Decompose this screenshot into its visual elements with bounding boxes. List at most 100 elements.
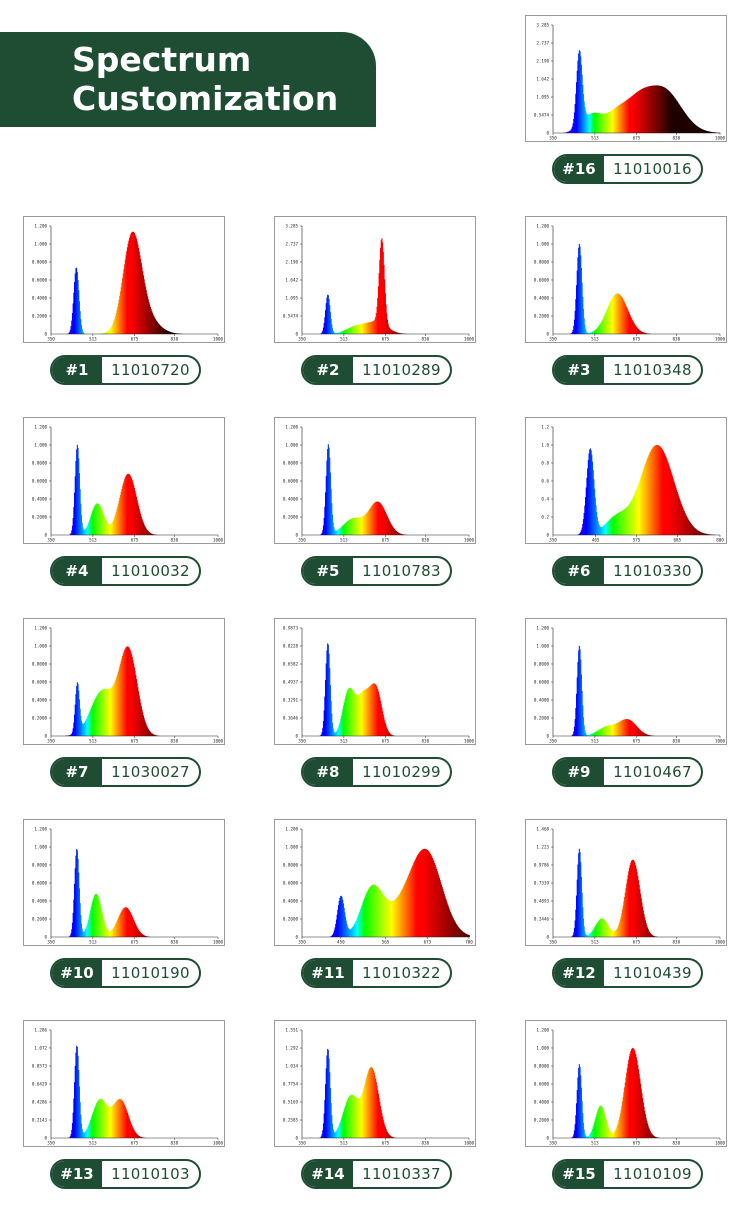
y-tick-label: 1.000: [34, 845, 47, 850]
spectrum-band: [330, 1103, 332, 1138]
spectrum-band: [638, 482, 640, 535]
spectrum-band: [108, 1106, 110, 1138]
spectrum-band: [334, 732, 336, 736]
spectrum-band: [100, 690, 102, 736]
spectrum-band: [585, 112, 587, 133]
spectrum-band: [619, 1116, 621, 1138]
spectrum-band: [341, 331, 343, 334]
spectrum-band: [626, 306, 628, 334]
spectrum-band: [163, 328, 165, 334]
spectrum-band: [99, 505, 101, 535]
spectrum-chart: 0.2000 0.4000 0.6000 0.8000 1.000 1.200 0 350 51…: [23, 618, 225, 745]
spectrum-band: [608, 111, 610, 133]
spectrum-band: [642, 88, 644, 133]
spectrum-band: [665, 88, 667, 133]
spectrum-band: [417, 854, 419, 937]
spectrum-band: [129, 235, 131, 334]
spectrum-band: [103, 1101, 106, 1138]
spectrum-band: [85, 929, 87, 937]
spectrum-band: [455, 923, 457, 937]
spectrum-band: [343, 907, 345, 937]
spectrum-band: [135, 925, 138, 937]
spectrum-band: [633, 722, 635, 736]
spectrum-band: [570, 129, 572, 133]
spectrum-band: [339, 528, 341, 535]
spectrum-band: [611, 110, 613, 133]
spectrum-band: [77, 1055, 79, 1138]
spectrum-band: [651, 1134, 653, 1138]
spectrum-band: [586, 114, 588, 133]
spectrum-band: [366, 513, 368, 535]
spectrum-band: [390, 901, 392, 937]
spectrum-band: [148, 302, 150, 334]
spectrum-band: [597, 113, 599, 133]
spectrum-band: [694, 527, 696, 535]
spectrum-band: [669, 91, 671, 133]
spectrum-band: [391, 1136, 393, 1138]
spectrum-band: [117, 918, 119, 937]
y-tick-label: 0.8228: [283, 643, 299, 648]
spectrum-id-badge: #7 11030027: [50, 757, 201, 787]
spectrum-band: [130, 476, 132, 535]
spectrum-band: [142, 520, 144, 535]
spectrum-band: [96, 894, 98, 937]
spectrum-band: [625, 719, 627, 736]
spectrum-band: [393, 1137, 395, 1138]
spectrum-band: [709, 131, 711, 133]
spectrum-band: [86, 925, 88, 937]
spectrum-band: [366, 1077, 368, 1138]
y-tick-label: 0.2446: [534, 917, 550, 922]
spectrum-band: [108, 330, 110, 334]
spectrum-band: [380, 240, 382, 334]
spectrum-band: [658, 445, 660, 535]
spectrum-band: [447, 904, 449, 937]
y-tick-label: 1.000: [536, 242, 549, 247]
spectrum-band: [169, 331, 171, 334]
y-tick-label: 1.223: [536, 845, 549, 850]
spectrum-band: [588, 333, 590, 334]
spectrum-band: [91, 904, 93, 937]
spectrum-band: [370, 1067, 373, 1138]
spectrum-band: [165, 329, 167, 334]
spectrum-band: [690, 522, 692, 535]
spectrum-band: [366, 322, 368, 334]
spectrum-band: [156, 322, 158, 334]
spectrum-band: [630, 861, 633, 937]
spectrum-band: [354, 325, 356, 334]
spectrum-band: [360, 324, 362, 334]
spectrum-band: [138, 251, 140, 334]
x-tick-label: 350: [298, 739, 306, 744]
y-tick-label: 0.6429: [32, 1082, 48, 1087]
spectrum-band: [76, 686, 78, 736]
spectrum-band: [351, 927, 354, 937]
spectrum-band: [398, 332, 400, 334]
spectrum-band: [123, 651, 125, 736]
spectrum-band: [395, 898, 397, 937]
spectrum-band: [139, 255, 141, 334]
spectrum-band: [109, 1106, 111, 1138]
spectrum-band: [581, 527, 583, 535]
spectrum-band: [638, 1073, 640, 1138]
spectrum-band: [344, 699, 346, 736]
spectrum-band: [400, 333, 402, 334]
spectrum-band: [642, 88, 644, 133]
spectrum-band: [325, 492, 327, 535]
spectrum-band: [593, 331, 595, 334]
spectrum-band: [94, 1107, 96, 1138]
spectrum-band: [138, 1135, 140, 1138]
spectrum-band: [73, 722, 75, 736]
spectrum-band: [694, 124, 696, 133]
spectrum-band: [397, 532, 399, 535]
spectrum-band: [124, 477, 126, 535]
spectrum-band: [80, 915, 82, 937]
spectrum-band: [357, 1098, 359, 1138]
spectrum-band: [431, 856, 433, 937]
y-tick-label: 1.000: [34, 443, 47, 448]
spectrum-band: [355, 325, 357, 334]
spectrum-band: [360, 906, 363, 937]
spectrum-band: [591, 1130, 593, 1138]
spectrum-band: [630, 862, 632, 937]
spectrum-band: [610, 929, 612, 937]
spectrum-band: [634, 93, 636, 133]
spectrum-band: [135, 679, 138, 736]
